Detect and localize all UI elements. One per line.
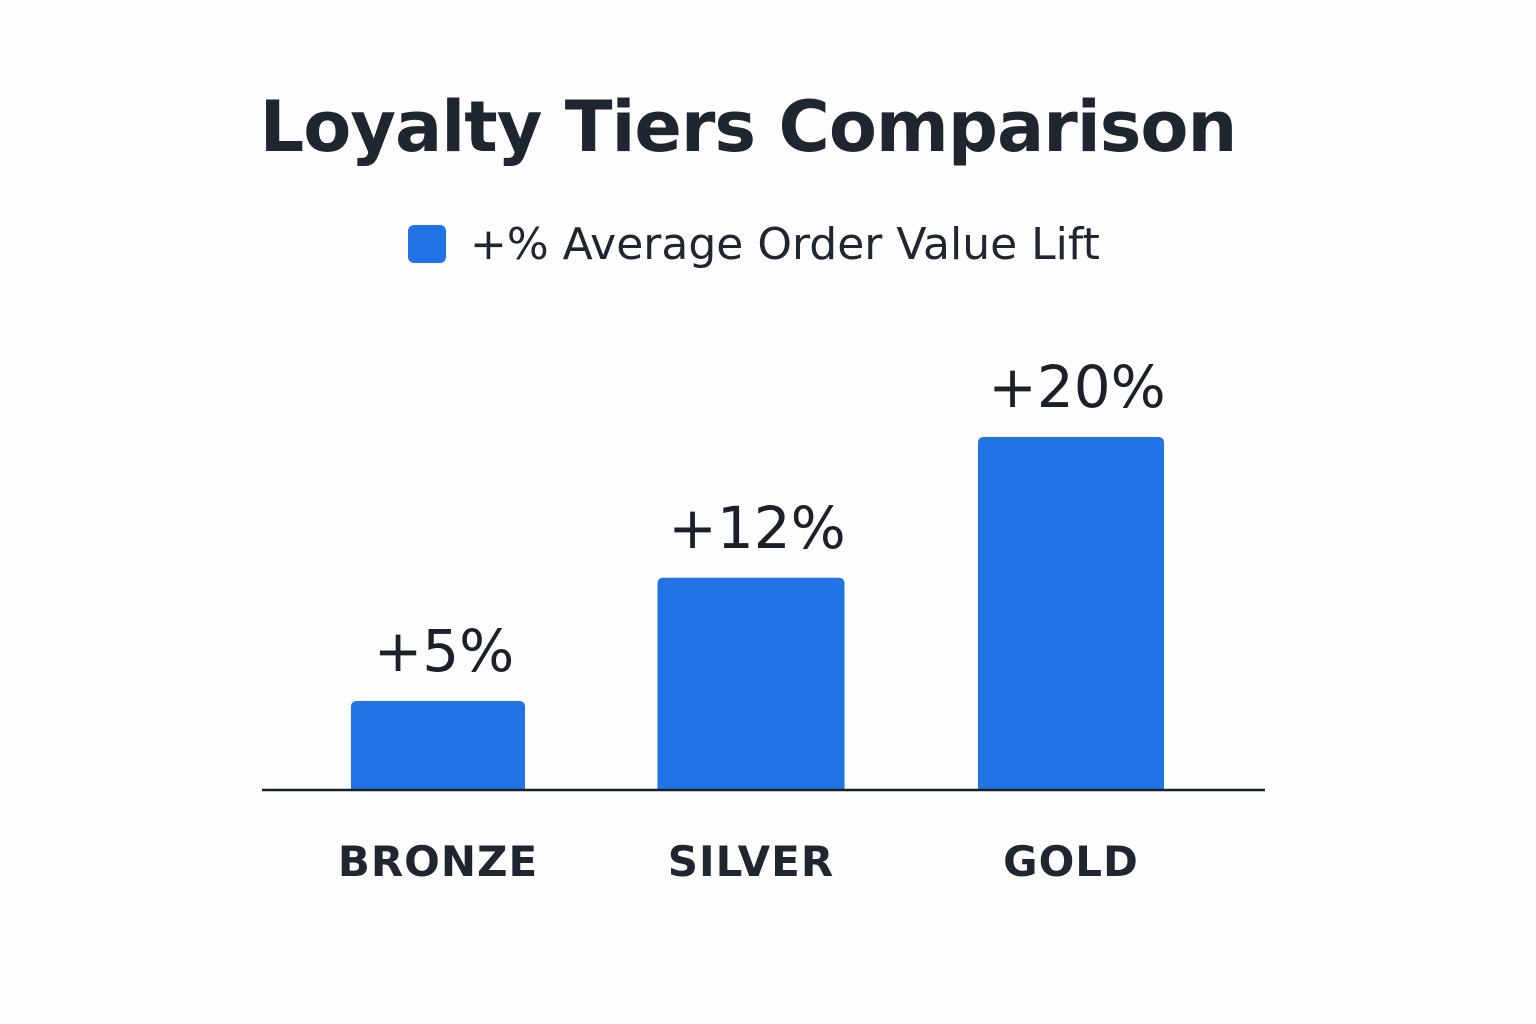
category-label-gold: GOLD (1003, 837, 1139, 886)
category-label-silver: SILVER (668, 837, 834, 886)
bar-bronze (351, 701, 525, 789)
value-label-gold: +20% (988, 353, 1166, 421)
value-label-silver: +12% (668, 494, 846, 562)
bar-silver (657, 577, 845, 789)
bars-layer (351, 437, 1164, 789)
bar-gold (978, 437, 1164, 789)
chart-title: Loyalty Tiers Comparison (259, 86, 1238, 168)
category-label-bronze: BRONZE (338, 837, 538, 886)
labels-layer: +5% BRONZE +12% SILVER +20% GOLD (338, 353, 1166, 886)
chart-legend: +% Average Order Value Lift (408, 216, 1100, 272)
legend-label: +% Average Order Value Lift (470, 218, 1100, 270)
value-label-bronze: +5% (374, 617, 515, 685)
legend-swatch (408, 225, 446, 263)
